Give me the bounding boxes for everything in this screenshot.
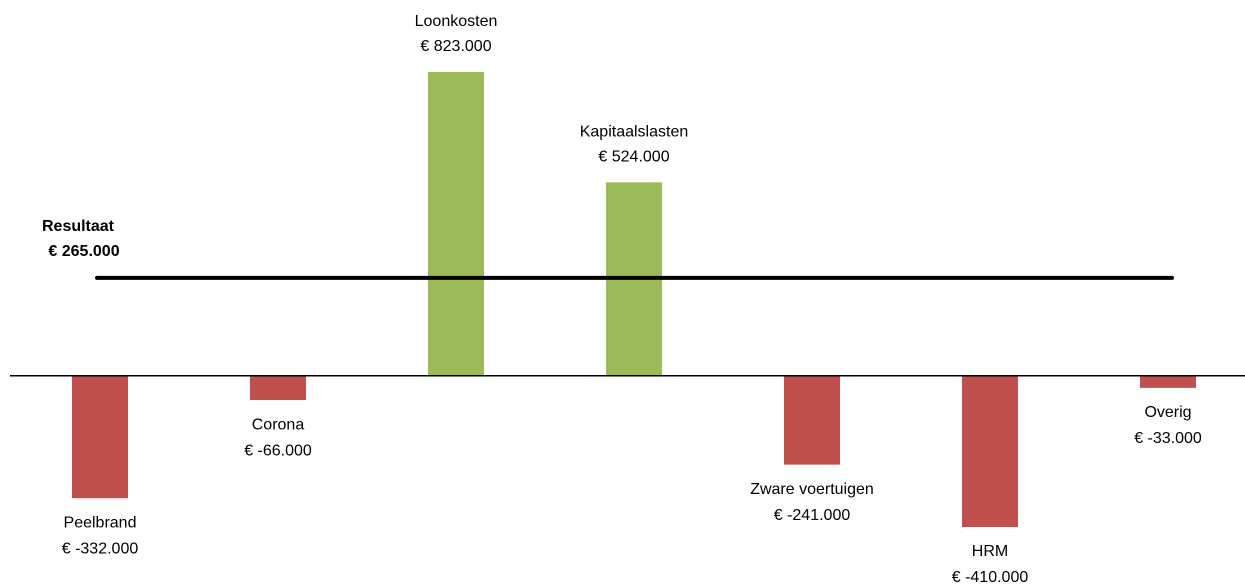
category-label: Loonkosten [415, 13, 498, 30]
bar [250, 375, 306, 401]
bar [784, 375, 840, 465]
value-label: € -410.000 [952, 569, 1029, 586]
value-label: € -332.000 [62, 540, 139, 557]
category-label: Overig [1144, 404, 1191, 421]
reference-value-label: € 265.000 [48, 243, 119, 260]
reference-label: Resultaat [42, 218, 115, 235]
category-label: Peelbrand [64, 514, 137, 531]
value-label: € 524.000 [598, 149, 669, 166]
bar [72, 375, 128, 499]
value-label: € -33.000 [1134, 430, 1202, 447]
category-label: HRM [972, 543, 1008, 560]
value-label: € 823.000 [420, 38, 491, 55]
bar [1140, 375, 1196, 388]
value-label: € -66.000 [244, 442, 312, 459]
bar [962, 375, 1018, 527]
category-label: Kapitaalslasten [580, 124, 689, 141]
value-label: € -241.000 [774, 507, 851, 524]
category-label: Zware voertuigen [750, 481, 874, 498]
bar [428, 72, 484, 376]
category-label: Corona [252, 416, 305, 433]
